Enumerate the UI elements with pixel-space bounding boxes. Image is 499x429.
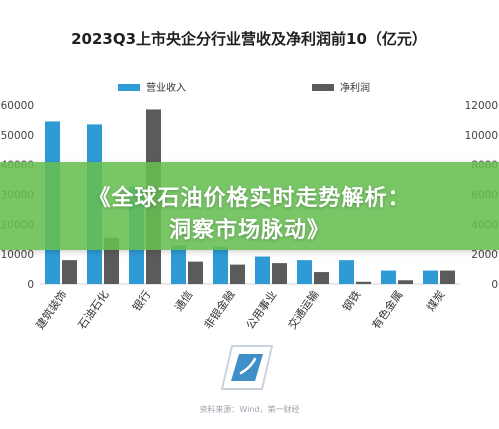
bar-revenue	[297, 260, 312, 284]
left-tick-label: 60000	[1, 100, 34, 112]
x-tick-label: 非银金融	[201, 288, 238, 332]
overlay-banner: 《全球石油价格实时走势解析： 洞察市场脉动》	[0, 162, 499, 250]
x-tick-label: 通信	[172, 288, 195, 313]
x-axis-labels: 建筑装饰 石油石化 银行 通信 非银金融 公用事业 交通运输 钢铁 有色金属 煤炭	[33, 288, 448, 332]
bar-profit	[398, 280, 413, 284]
legend-swatch-0	[118, 84, 140, 91]
x-tick-label: 石油石化	[75, 288, 112, 332]
right-tick-label: 0	[491, 279, 498, 291]
left-tick-label: 10000	[1, 249, 34, 261]
bar-revenue	[213, 246, 228, 284]
bar-revenue	[171, 245, 186, 284]
legend-label-1: 净利润	[340, 81, 370, 94]
x-tick-label: 建筑装饰	[33, 288, 70, 332]
x-tick-label: 银行	[129, 288, 153, 314]
source-note: 资料来源：Wind，第一财经	[199, 405, 300, 414]
x-tick-label: 公用事业	[244, 288, 280, 331]
bar-profit	[272, 263, 287, 284]
bar-profit	[188, 261, 203, 284]
x-tick-label: 钢铁	[340, 288, 363, 313]
x-tick-label: 煤炭	[424, 288, 447, 313]
bar-revenue	[381, 270, 396, 284]
bar-revenue	[255, 256, 270, 284]
bar-revenue	[423, 270, 438, 284]
legend-label-0: 营业收入	[146, 81, 186, 94]
bar-revenue	[339, 260, 354, 284]
bar-profit	[62, 260, 77, 284]
source-logo	[220, 345, 274, 390]
legend-swatch-1	[312, 84, 334, 91]
x-tick-label: 交通运输	[285, 288, 322, 332]
bar-profit	[440, 270, 455, 284]
right-tick-label: 2000	[471, 249, 498, 261]
chart-title: 2023Q3上市央企分行业营收及净利润前10（亿元）	[71, 30, 427, 48]
x-tick-label: 有色金属	[369, 288, 406, 332]
legend: 营业收入 净利润	[118, 81, 370, 94]
overlay-title-line1: 《全球石油价格实时走势解析：	[88, 186, 411, 211]
bar-profit	[230, 264, 245, 284]
bar-profit	[314, 272, 329, 284]
right-tick-label: 10000	[465, 130, 498, 142]
left-tick-label: 0	[27, 279, 34, 291]
overlay-title-line2: 洞察市场脉动》	[168, 218, 330, 243]
bar-profit	[356, 281, 371, 284]
left-tick-label: 50000	[1, 130, 34, 142]
logo-stroke-icon	[239, 357, 257, 375]
right-tick-label: 12000	[465, 100, 498, 112]
